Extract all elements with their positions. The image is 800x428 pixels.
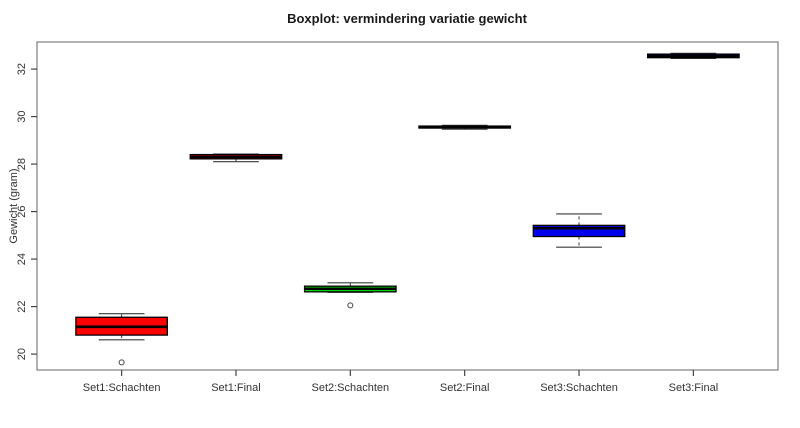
y-tick-label: 20 xyxy=(16,348,28,360)
x-axis: Set1:Schachten Set1:Final Set2:Schachten Se… xyxy=(83,370,718,394)
x-tick-label-set3-final: Set3:Final xyxy=(669,382,719,394)
y-tick-label: 24 xyxy=(16,253,28,265)
x-tick-label-set2-schachten: Set2:Schachten xyxy=(311,382,389,394)
chart-title: Boxplot: vermindering variatie gewicht xyxy=(287,11,527,26)
x-tick-label-set1-schachten: Set1:Schachten xyxy=(83,382,161,394)
box-set3-final xyxy=(646,52,740,59)
y-tick-label: 32 xyxy=(16,63,28,75)
iqr-box xyxy=(532,224,626,238)
box-set1-final xyxy=(189,153,283,163)
y-tick-label: 26 xyxy=(16,205,28,217)
box-set2-schachten xyxy=(303,282,397,309)
plot-frame xyxy=(36,41,779,371)
box-set3-schachten xyxy=(532,213,626,248)
y-tick-label: 30 xyxy=(16,110,28,122)
x-tick-label-set1-final: Set1:Final xyxy=(211,382,261,394)
y-tick-label: 28 xyxy=(16,158,28,170)
outlier-point xyxy=(347,302,354,309)
x-tick-label-set3-schachten: Set3:Schachten xyxy=(540,382,618,394)
box-set1-schachten xyxy=(75,313,169,366)
y-tick-label: 22 xyxy=(16,300,28,312)
outlier-point xyxy=(118,359,125,366)
box-set2-final xyxy=(418,124,512,130)
y-axis: 20 22 24 26 28 30 32 xyxy=(16,63,37,360)
x-tick-label-set2-final: Set2:Final xyxy=(440,382,490,394)
